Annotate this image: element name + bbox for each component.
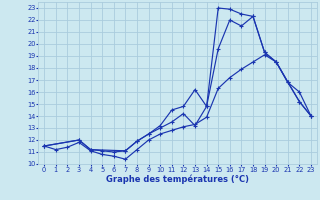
X-axis label: Graphe des températures (°C): Graphe des températures (°C) (106, 174, 249, 184)
